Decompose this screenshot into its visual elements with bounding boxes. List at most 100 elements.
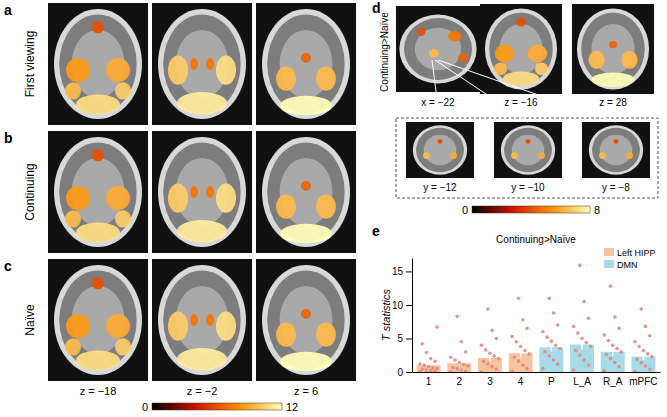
legend-label: Left HIPP [617, 248, 656, 258]
activation [92, 149, 104, 161]
colorbar-label: 0 [142, 401, 148, 413]
subject-point [633, 340, 637, 344]
brain-slice [480, 4, 562, 94]
activation [280, 352, 332, 372]
x-tick-label: R_A [603, 376, 623, 387]
skull [413, 125, 467, 174]
panel-letter: c [4, 258, 12, 274]
subject-point [449, 355, 453, 359]
legend-label: DMN [617, 260, 638, 270]
brain [592, 128, 640, 172]
activation [106, 186, 130, 210]
subject-point [642, 349, 646, 353]
subject-point [648, 334, 652, 338]
x-tick-label: L_A [573, 376, 591, 387]
subject-point [545, 335, 549, 339]
skull [577, 9, 649, 90]
row-label: Continuing>Naïve [379, 12, 390, 92]
skull [262, 265, 350, 375]
activation [106, 58, 130, 82]
subject-point [492, 354, 496, 358]
error-bar [612, 348, 614, 356]
subject-point [558, 347, 562, 351]
subject-point [497, 357, 501, 361]
x-tick: 4 [518, 372, 524, 387]
skull [589, 125, 643, 174]
subject-point [495, 337, 499, 341]
brain [504, 128, 552, 172]
activation [280, 224, 332, 244]
pointer-line [432, 60, 440, 122]
error-bar [643, 353, 645, 360]
legend-swatch [604, 260, 614, 268]
subject-point [420, 368, 424, 372]
subject-point [464, 370, 468, 372]
slice-label: z = 28 [599, 97, 627, 108]
brain [163, 15, 240, 114]
activation [76, 95, 120, 115]
subject-point [482, 359, 486, 363]
slice-label: y = −12 [423, 182, 457, 193]
y-tick: 0 [397, 367, 412, 378]
subject-point [611, 343, 615, 347]
colorbar [472, 206, 590, 213]
brain [59, 143, 136, 242]
activation [535, 63, 548, 76]
x-tick-label: P [548, 376, 555, 387]
activation [190, 58, 198, 70]
skull [54, 9, 142, 119]
x-tick-label: 4 [518, 376, 524, 387]
activation [503, 72, 539, 86]
subject-point [480, 343, 484, 347]
subject-point [480, 370, 484, 372]
activation [495, 45, 515, 63]
activation [177, 92, 227, 114]
white-matter [415, 28, 461, 71]
activation [280, 96, 332, 116]
activation [216, 311, 236, 340]
slice-background [572, 4, 654, 94]
subject-point [455, 315, 459, 319]
subject-point [525, 327, 529, 331]
y-tick-mark [406, 271, 412, 272]
subject-point [510, 370, 514, 372]
activation [423, 152, 430, 159]
activation [538, 152, 545, 159]
activation [516, 18, 526, 27]
subject-point [635, 357, 639, 361]
skull [485, 9, 557, 90]
subject-point [572, 325, 576, 329]
subject-point [541, 367, 545, 371]
skull [399, 15, 476, 84]
subject-point [466, 364, 470, 368]
activation [528, 45, 548, 63]
x-tick-label: 3 [487, 376, 493, 387]
slice-label: y = −10 [511, 182, 545, 193]
activation [429, 49, 439, 58]
subject-point [427, 365, 431, 369]
subject-point [521, 363, 525, 367]
row-label: Continuing [23, 163, 37, 220]
brain-slice [572, 4, 654, 94]
subject-point [556, 323, 560, 327]
y-tick-label: 15 [392, 266, 404, 277]
subject-point [425, 368, 429, 372]
activation [417, 28, 425, 37]
subject-point [550, 339, 554, 343]
subject-point [572, 368, 576, 372]
y-tick: 15 [392, 266, 412, 277]
slice-background [152, 131, 252, 253]
x-axis: 1234PL_AR_AmPFC [413, 372, 661, 387]
subject-point [605, 353, 609, 357]
slice-label: z = −2 [187, 385, 218, 397]
y-axis-title: T statistics [380, 289, 392, 341]
brain [404, 18, 472, 80]
activation [316, 194, 336, 218]
skull [54, 137, 142, 247]
subject-point [455, 367, 459, 371]
slice-label: z = −18 [80, 385, 117, 397]
inset-frame [396, 118, 658, 198]
subject-point [576, 331, 580, 335]
subject-point [541, 330, 545, 334]
subject-point [602, 369, 606, 372]
